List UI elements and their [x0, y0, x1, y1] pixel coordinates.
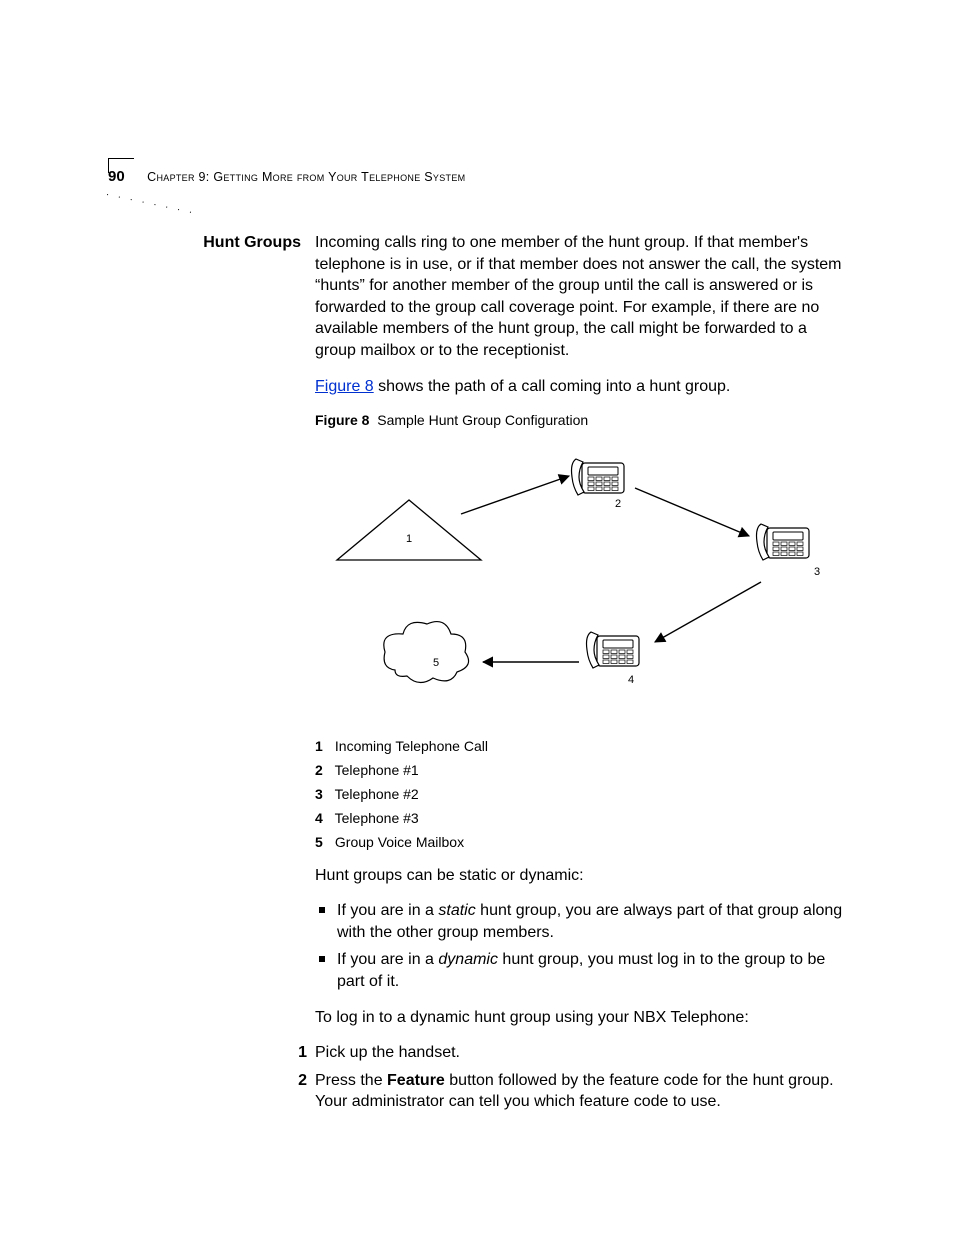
legend-item: 3 Telephone #2 — [315, 787, 850, 801]
legend-item: 1 Incoming Telephone Call — [315, 739, 850, 753]
step-item: 2Press the Feature button followed by th… — [315, 1070, 850, 1113]
text-run: shows the path of a call coming into a h… — [374, 378, 731, 395]
figure-link[interactable]: Figure 8 — [315, 378, 374, 395]
svg-text:3: 3 — [814, 566, 820, 578]
svg-text:2: 2 — [615, 498, 621, 510]
paragraph: Figure 8 shows the path of a call coming… — [315, 376, 850, 398]
dotted-accent: · · · · · · · · — [105, 189, 196, 219]
page-number: 90 — [108, 168, 125, 185]
bullet-item: If you are in a static hunt group, you a… — [315, 900, 850, 943]
figure-caption: Figure 8 Sample Hunt Group Configuration — [315, 411, 850, 430]
legend-item: 4 Telephone #3 — [315, 811, 850, 825]
paragraph: Incoming calls ring to one member of the… — [315, 232, 850, 362]
figure-label: Figure 8 — [315, 412, 369, 428]
paragraph: Hunt groups can be static or dynamic: — [315, 865, 850, 887]
content-column: Hunt Groups Incoming calls ring to one m… — [176, 232, 850, 1119]
figure-title: Sample Hunt Group Configuration — [377, 412, 588, 428]
step-item: 1Pick up the handset. — [315, 1042, 850, 1064]
body-text: Incoming calls ring to one member of the… — [315, 232, 850, 1119]
chapter-title: Chapter 9: Getting More from Your Teleph… — [147, 170, 465, 184]
svg-text:1: 1 — [406, 533, 412, 545]
legend-item: 2 Telephone #1 — [315, 763, 850, 777]
hunt-group-diagram: 1 2 3 4 5 — [311, 442, 831, 712]
numbered-steps: 1Pick up the handset. 2Press the Feature … — [315, 1042, 850, 1113]
running-header: 90 Chapter 9: Getting More from Your Tel… — [108, 168, 854, 186]
figure-legend: 1 Incoming Telephone Call 2 Telephone #1 3… — [315, 739, 850, 849]
legend-item: 5 Group Voice Mailbox — [315, 835, 850, 849]
page: · · · · · · · · 90 Chapter 9: Getting Mo… — [0, 0, 954, 1235]
svg-text:5: 5 — [433, 657, 439, 669]
svg-text:4: 4 — [628, 674, 634, 686]
bullet-list: If you are in a static hunt group, you a… — [315, 900, 850, 992]
paragraph: To log in to a dynamic hunt group using … — [315, 1007, 850, 1029]
bullet-item: If you are in a dynamic hunt group, you … — [315, 949, 850, 992]
section-heading: Hunt Groups — [176, 232, 315, 254]
